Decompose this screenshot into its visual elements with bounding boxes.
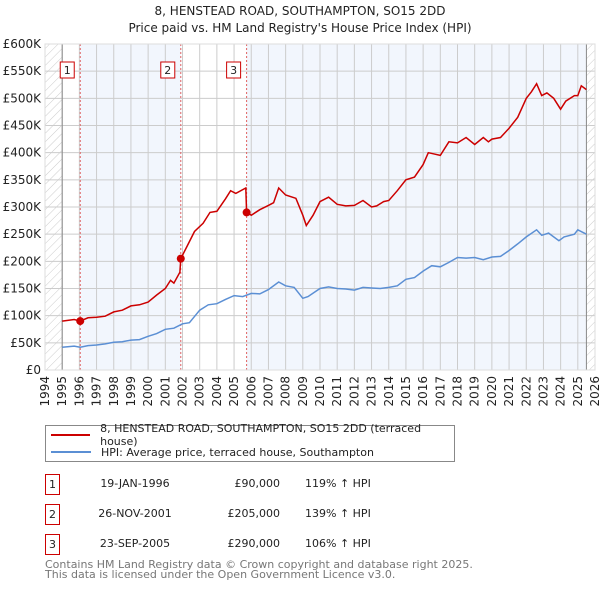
y-tick-label: £500K — [3, 91, 43, 105]
sale-label: 1 — [64, 64, 71, 77]
sale-price: £205,000 — [227, 507, 281, 520]
x-tick-label: 2007 — [261, 376, 275, 407]
table-row: 3 23-SEP-2005 £290,000 106% ↑ HPI — [45, 534, 465, 555]
x-tick-label: 2026 — [588, 376, 600, 407]
x-tick-label: 1999 — [124, 376, 138, 407]
x-tick-label: 1997 — [90, 376, 104, 407]
sale-price: £90,000 — [234, 477, 281, 490]
property-price-line — [62, 82, 587, 322]
sale-badge: 2 — [45, 504, 60, 525]
sale-point — [76, 317, 85, 326]
sale-label-box — [226, 61, 242, 79]
legend-label: 8, HENSTEAD ROAD, SOUTHAMPTON, SO15 2DD … — [100, 422, 422, 448]
x-tick-label: 2017 — [433, 376, 447, 407]
sale-date: 23-SEP-2005 — [99, 537, 171, 550]
y-tick-label: £100K — [3, 309, 43, 323]
table-row: 1 19-JAN-1996 £90,000 119% ↑ HPI — [45, 474, 465, 495]
legend-line-blue — [51, 451, 91, 453]
plot-border — [44, 43, 596, 371]
x-tick-label: 2025 — [571, 376, 585, 407]
sale-badge: 3 — [45, 534, 60, 555]
x-tick-label: 2016 — [416, 376, 430, 407]
legend-line-red — [51, 434, 91, 436]
x-tick-label: 2002 — [176, 376, 190, 407]
sale-hpi: 119% ↑ HPI — [305, 477, 371, 490]
sale-label: 2 — [164, 64, 171, 77]
table-row: 2 26-NOV-2001 £205,000 139% ↑ HPI — [45, 504, 465, 525]
sale-point — [242, 208, 251, 217]
sale-label-box — [59, 61, 75, 79]
x-tick-label: 2021 — [502, 376, 516, 407]
x-tick-label: 2024 — [554, 376, 568, 407]
y-tick-label: £250K — [3, 227, 43, 241]
hpi-line — [62, 228, 587, 348]
x-tick-label: 1995 — [55, 376, 69, 407]
x-tick-label: 2013 — [365, 376, 379, 407]
x-tick-label: 2008 — [279, 376, 293, 407]
legend-label: HPI: Average price, terraced house, Sout… — [101, 445, 374, 459]
legend: 8, HENSTEAD ROAD, SOUTHAMPTON, SO15 2DD … — [45, 422, 455, 462]
x-tick-label: 1996 — [72, 376, 86, 407]
y-tick-label: £150K — [3, 282, 43, 296]
x-tick-label: 2005 — [227, 376, 241, 407]
x-tick-label: 2010 — [313, 376, 327, 407]
footer-copyright: Contains HM Land Registry data © Crown c… — [45, 558, 473, 571]
y-tick-label: £50K — [10, 336, 42, 350]
x-tick-label: 2006 — [244, 376, 258, 407]
x-tick-label: 2011 — [330, 376, 344, 407]
y-tick-label: £400K — [3, 146, 43, 160]
sale-price: £290,000 — [227, 537, 281, 550]
x-tick-label: 2023 — [536, 376, 550, 407]
legend-item-property: 8, HENSTEAD ROAD, SOUTHAMPTON, SO15 2DD … — [51, 422, 454, 448]
x-tick-label: 1998 — [107, 376, 121, 407]
y-tick-label: £550K — [3, 64, 43, 78]
sale-badge: 1 — [45, 474, 60, 495]
x-tick-label: 2018 — [451, 376, 465, 407]
legend-item-hpi: HPI: Average price, terraced house, Sout… — [51, 444, 374, 460]
sale-point — [176, 254, 185, 263]
x-tick-label: 2003 — [193, 376, 207, 407]
footer-licence: This data is licensed under the Open Gov… — [45, 568, 396, 581]
y-tick-label: £450K — [3, 119, 43, 133]
sale-label: 3 — [230, 64, 237, 77]
x-tick-label: 2019 — [468, 376, 482, 407]
y-tick-label: £300K — [3, 200, 43, 214]
x-tick-label: 2001 — [158, 376, 172, 407]
sale-date: 19-JAN-1996 — [100, 477, 170, 490]
y-tick-label: £600K — [3, 37, 43, 51]
price-chart: 8, HENSTEAD ROAD, SOUTHAMPTON, SO15 2DD … — [3, 4, 600, 407]
x-tick-label: 2015 — [399, 376, 413, 407]
x-tick-label: 2012 — [347, 376, 361, 407]
x-tick-label: 2004 — [210, 376, 224, 407]
sale-date: 26-NOV-2001 — [98, 507, 172, 520]
x-tick-label: 2020 — [485, 376, 499, 407]
chart-subtitle: Price paid vs. HM Land Registry's House … — [128, 21, 471, 35]
x-tick-label: 2014 — [382, 376, 396, 407]
footer: Contains HM Land Registry data © Crown c… — [45, 558, 473, 581]
x-tick-label: 2009 — [296, 376, 310, 407]
y-tick-label: £0 — [26, 363, 41, 377]
sale-hpi: 106% ↑ HPI — [305, 537, 371, 550]
x-tick-label: 2000 — [141, 376, 155, 407]
sale-label-box — [160, 61, 176, 79]
chart-title: 8, HENSTEAD ROAD, SOUTHAMPTON, SO15 2DD — [155, 4, 446, 18]
x-tick-label: 2022 — [519, 376, 533, 407]
y-tick-label: £350K — [3, 173, 43, 187]
sale-hpi: 139% ↑ HPI — [305, 507, 371, 520]
y-tick-label: £200K — [3, 254, 43, 268]
x-tick-label: 1994 — [38, 376, 52, 407]
